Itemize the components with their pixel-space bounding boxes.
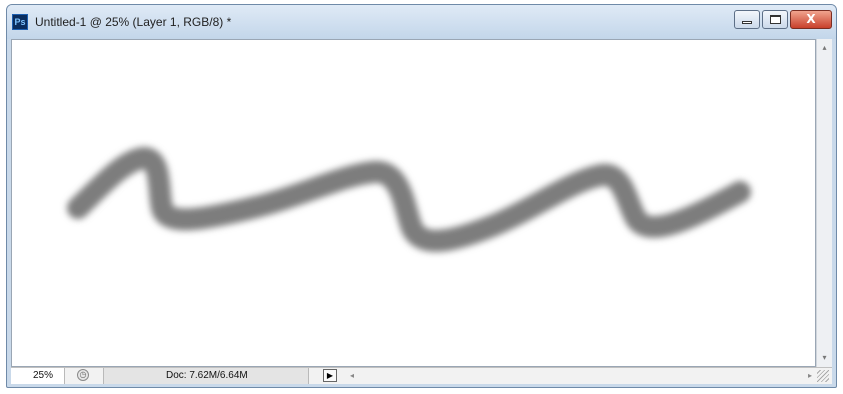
zoom-level-field[interactable]: 25% [11, 368, 65, 384]
scroll-left-icon[interactable]: ◂ [349, 371, 354, 380]
status-bar: 25% ◷ Doc: 7.62M/6.64M ▶ ◂ ▸ [11, 367, 832, 384]
maximize-button[interactable] [762, 10, 788, 29]
scroll-up-icon[interactable]: ▴ [822, 43, 827, 52]
vertical-scrollbar[interactable]: ▴ ▾ [816, 39, 832, 367]
document-size-info: Doc: 7.62M/6.64M [103, 368, 309, 384]
brush-stroke [67, 147, 751, 252]
maximize-icon [770, 15, 781, 24]
minimize-button[interactable] [734, 10, 760, 29]
document-title: Untitled-1 @ 25% (Layer 1, RGB/8) * [35, 15, 232, 29]
title-bar[interactable]: Ps Untitled-1 @ 25% (Layer 1, RGB/8) * X [7, 5, 836, 39]
window-controls: X [734, 10, 832, 29]
status-menu-arrow-icon[interactable]: ▶ [323, 369, 337, 382]
photoshop-app-icon: Ps [12, 14, 28, 30]
resize-grip-icon[interactable] [817, 370, 829, 382]
document-window: Ps Untitled-1 @ 25% (Layer 1, RGB/8) * X… [6, 4, 837, 388]
minimize-icon [742, 21, 752, 24]
timer-icon: ◷ [77, 369, 89, 381]
scroll-down-icon[interactable]: ▾ [822, 353, 827, 362]
brush-stroke-drawing [67, 147, 751, 252]
document-canvas[interactable] [11, 39, 816, 367]
scroll-right-icon[interactable]: ▸ [807, 371, 812, 380]
close-button[interactable]: X [790, 10, 832, 29]
